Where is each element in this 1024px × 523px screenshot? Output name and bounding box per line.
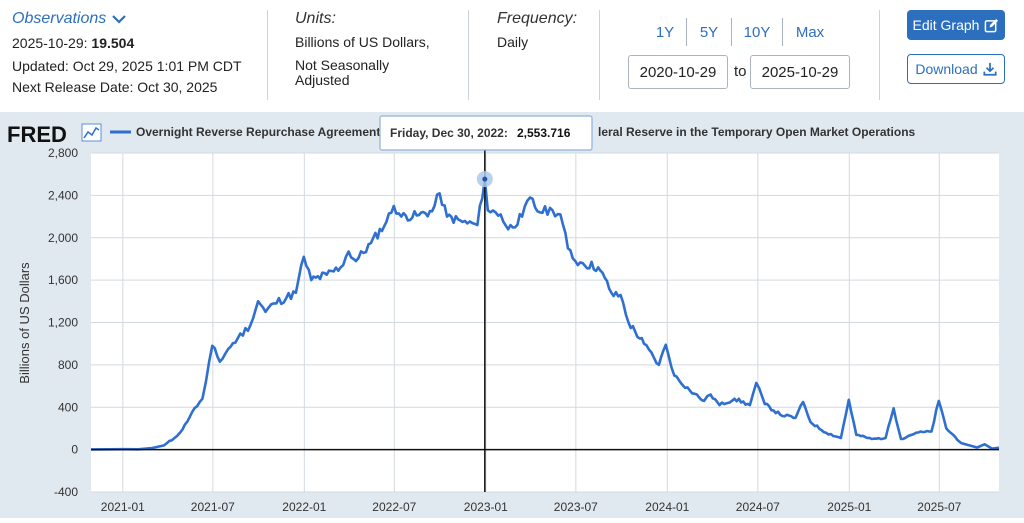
- x-tick-label: 2025-01: [827, 500, 871, 514]
- x-tick-label: 2024-07: [736, 500, 780, 514]
- header-panel: Observations 2025-10-29: 19.504 Updated:…: [0, 0, 1024, 112]
- x-tick-label: 2021-07: [191, 500, 235, 514]
- x-axis: 2021-01 2021-07 2022-01 2022-07 2023-01 2023-…: [101, 500, 962, 514]
- legend-text-left: Overnight Reverse Repurchase Agreements:: [136, 125, 391, 139]
- range-max-button[interactable]: Max: [795, 23, 825, 41]
- gridlines: [91, 152, 999, 493]
- next-release-link[interactable]: Next Release Date: Oct 30, 2025: [12, 79, 218, 95]
- y-tick-label: -400: [54, 485, 78, 499]
- download-label: Download: [915, 61, 978, 77]
- x-tick-label: 2023-07: [554, 500, 598, 514]
- units-label: Units:: [295, 10, 336, 27]
- tooltip-value: 2,553.716: [517, 126, 571, 140]
- legend-text-right: leral Reserve in the Temporary Open Mark…: [598, 125, 916, 139]
- x-tick-label: 2021-01: [101, 500, 145, 514]
- start-date-input[interactable]: [628, 55, 728, 89]
- edit-graph-button[interactable]: Edit Graph: [907, 10, 1005, 40]
- y-tick-label: 400: [58, 400, 78, 414]
- divider: [599, 10, 600, 100]
- chart-area: FRED Overnight Reverse Repurchase Agreem…: [0, 112, 1024, 518]
- divider: [468, 10, 469, 100]
- observation-value: 19.504: [91, 35, 135, 51]
- chart-icon: [81, 123, 102, 142]
- range-1y-button[interactable]: 1Y: [655, 23, 675, 41]
- latest-observation: 2025-10-29: 19.504: [12, 35, 134, 51]
- tooltip-box: [379, 115, 593, 151]
- download-icon: [983, 62, 997, 76]
- x-tick-label: 2023-01: [464, 500, 508, 514]
- edit-graph-label: Edit Graph: [912, 17, 980, 33]
- units-line-2: Not Seasonally: [295, 57, 390, 73]
- y-axis-title: Billions of US Dollars: [17, 262, 32, 384]
- y-axis: -400 0 400 800 1,200 1,600 2,000 2,400 2,800: [48, 146, 78, 499]
- line-chart[interactable]: FRED Overnight Reverse Repurchase Agreem…: [0, 112, 1024, 518]
- tooltip: Friday, Dec 30, 2022: 2,553.716: [379, 115, 593, 151]
- divider: [731, 18, 732, 46]
- y-tick-label: 2,400: [48, 188, 78, 202]
- series-line: [90, 177, 1000, 451]
- download-button[interactable]: Download: [907, 54, 1005, 84]
- observations-toggle[interactable]: Observations: [12, 10, 127, 28]
- divider: [267, 10, 268, 100]
- tooltip-date: Friday, Dec 30, 2022:: [390, 126, 508, 140]
- observation-date: 2025-10-29:: [12, 35, 88, 51]
- y-tick-label: 2,800: [48, 146, 78, 160]
- edit-icon: [985, 18, 999, 32]
- x-tick-label: 2022-07: [372, 500, 416, 514]
- end-date-input[interactable]: [750, 55, 850, 89]
- x-tick-label: 2025-07: [917, 500, 961, 514]
- y-tick-label: 2,000: [48, 231, 78, 245]
- fred-logo: FRED: [7, 122, 67, 147]
- divider: [782, 18, 783, 46]
- x-tick-label: 2022-01: [282, 500, 326, 514]
- units-line-1: Billions of US Dollars,: [295, 34, 430, 50]
- frequency-label: Frequency:: [497, 10, 578, 27]
- date-to-label: to: [734, 63, 747, 80]
- y-tick-label: 0: [71, 443, 78, 457]
- y-tick-label: 800: [58, 358, 78, 372]
- y-tick-label: 1,200: [48, 316, 78, 330]
- x-tick-label: 2024-01: [645, 500, 689, 514]
- y-tick-label: 1,600: [48, 273, 78, 287]
- range-10y-button[interactable]: 10Y: [743, 23, 771, 41]
- units-line-3: Adjusted: [295, 72, 350, 88]
- divider: [686, 18, 687, 46]
- range-5y-button[interactable]: 5Y: [699, 23, 719, 41]
- divider: [879, 10, 880, 100]
- updated-text: Updated: Oct 29, 2025 1:01 PM CDT: [12, 58, 242, 74]
- frequency-value: Daily: [497, 34, 529, 50]
- chevron-down-icon: [112, 15, 127, 24]
- tooltip-marker: [482, 176, 488, 182]
- observations-label: Observations: [12, 10, 107, 27]
